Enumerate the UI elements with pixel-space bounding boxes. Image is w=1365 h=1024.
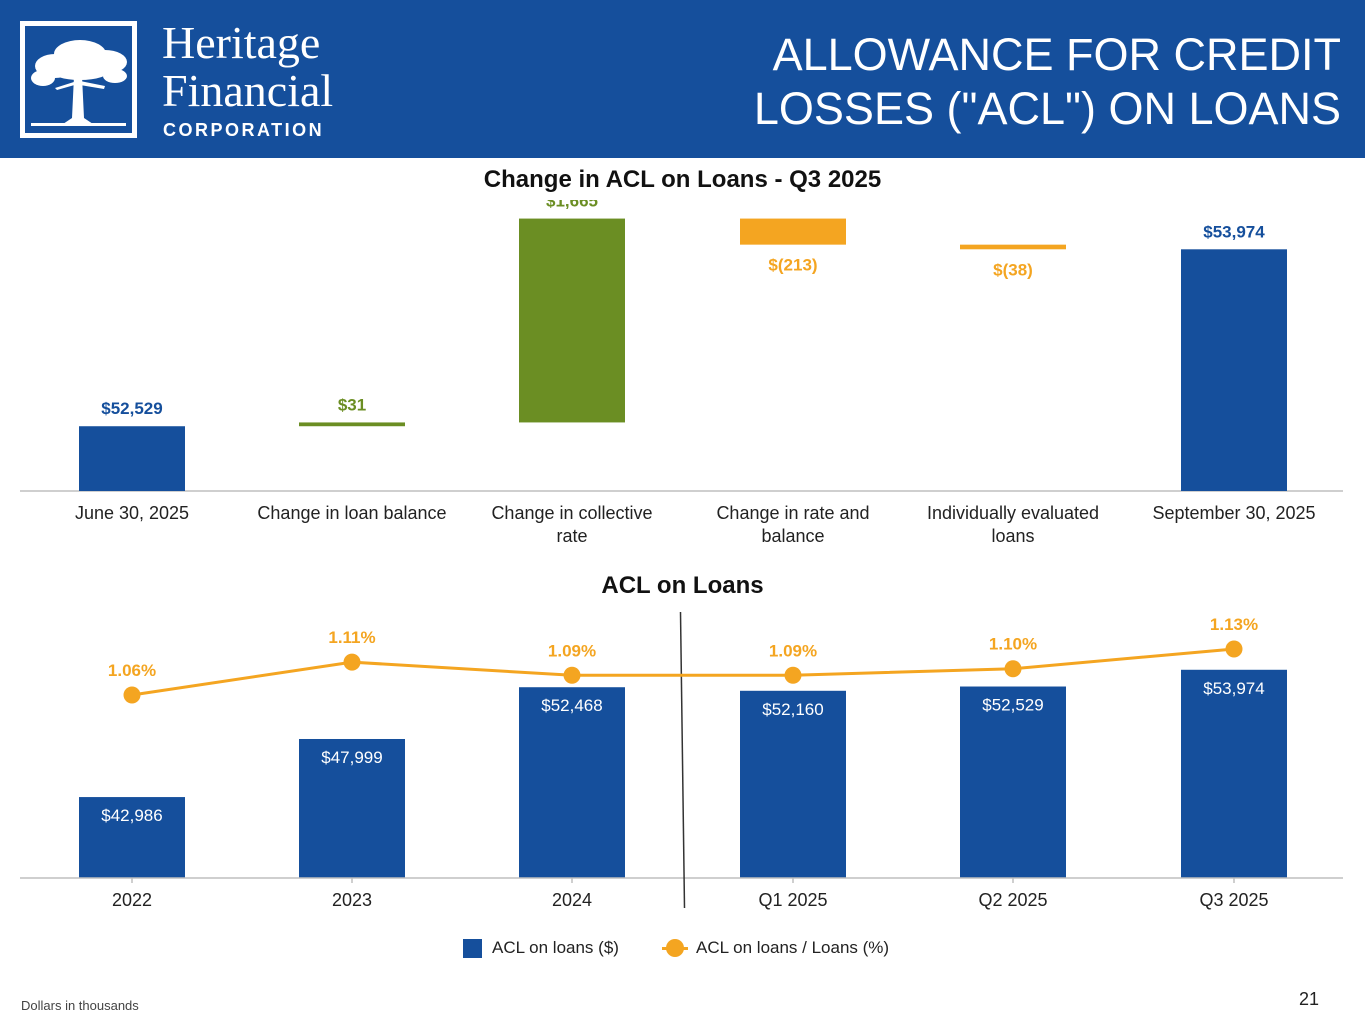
footnote: Dollars in thousands xyxy=(21,998,139,1013)
period-divider xyxy=(679,611,686,909)
acl-bar xyxy=(519,687,625,878)
logo-text-corporation: CORPORATION xyxy=(163,120,325,140)
acl-bar-label: $53,974 xyxy=(1203,679,1264,698)
acl-category-label: 2022 xyxy=(112,890,152,910)
acl-ratio-label: 1.11% xyxy=(328,628,375,647)
acl-category-label: 2024 xyxy=(552,890,592,910)
acl-ratio-label: 1.09% xyxy=(769,641,817,660)
waterfall-category-label: loans xyxy=(991,526,1034,546)
waterfall-bar xyxy=(79,426,185,491)
acl-chart-title: ACL on Loans xyxy=(601,572,764,599)
acl-ratio-label: 1.09% xyxy=(548,641,596,660)
acl-ratio-point xyxy=(1004,660,1022,678)
acl-ratio-point xyxy=(1225,640,1243,658)
waterfall-value-label: $(38) xyxy=(993,260,1033,279)
waterfall-value-label: $31 xyxy=(338,395,366,414)
legend-label-acl-percent: ACL on loans / Loans (%) xyxy=(696,938,890,957)
waterfall-bar xyxy=(960,244,1066,250)
acl-bar xyxy=(1181,669,1287,878)
acl-bar-label: $52,160 xyxy=(762,700,823,719)
waterfall-bar xyxy=(740,218,846,245)
acl-ratio-point xyxy=(343,653,361,671)
waterfall-bar xyxy=(299,422,405,427)
acl-ratio-label: 1.10% xyxy=(989,635,1037,654)
waterfall-bar xyxy=(1181,249,1287,491)
legend-dot-acl-percent xyxy=(666,939,684,957)
waterfall-category-label: September 30, 2025 xyxy=(1152,503,1315,523)
acl-bar xyxy=(79,797,185,878)
acl-ratio-point xyxy=(563,666,581,684)
acl-bar xyxy=(960,686,1066,878)
legend-swatch-acl-dollars xyxy=(463,939,482,958)
page-title-line-2: LOSSES ("ACL") ON LOANS xyxy=(753,83,1341,134)
acl-ratio-line xyxy=(131,647,1235,697)
waterfall-chart-title: Change in ACL on Loans - Q3 2025 xyxy=(483,166,882,193)
legend-label-acl-dollars: ACL on loans ($) xyxy=(492,938,619,957)
logo-text-financial: Financial xyxy=(162,65,334,116)
acl-category-label: Q1 2025 xyxy=(758,890,827,910)
waterfall-category-label: Change in loan balance xyxy=(257,503,446,523)
waterfall-category-label: Individually evaluated xyxy=(927,503,1099,523)
page-title-line-1: ALLOWANCE FOR CREDIT xyxy=(772,29,1341,80)
acl-bar xyxy=(740,690,846,878)
tree-logo-icon xyxy=(20,21,137,138)
waterfall-value-label: $(213) xyxy=(768,256,817,275)
waterfall-category-label: June 30, 2025 xyxy=(75,503,189,523)
waterfall-category-label: rate xyxy=(556,526,587,546)
acl-bar xyxy=(299,738,405,878)
acl-bar-label: $52,468 xyxy=(541,696,602,715)
acl-bar-label: $42,986 xyxy=(101,806,162,825)
waterfall-category-label: Change in rate and xyxy=(716,503,869,523)
waterfall-value-label: $52,529 xyxy=(101,399,162,418)
page-number: 21 xyxy=(1298,989,1319,1009)
acl-ratio-label: 1.13% xyxy=(1210,615,1258,634)
waterfall-value-label: $1,665 xyxy=(546,200,598,211)
waterfall-value-label: $53,974 xyxy=(1203,222,1265,241)
acl-bar-label: $52,529 xyxy=(982,696,1043,715)
acl-ratio-point xyxy=(784,666,802,684)
acl-category-label: Q2 2025 xyxy=(978,890,1047,910)
header-banner: Heritage Financial CORPORATION ALLOWANCE… xyxy=(0,0,1365,158)
waterfall-chart: $52,529 June 30, 2025 $31 Change in loan ba… xyxy=(20,200,1343,546)
acl-ratio-label: 1.06% xyxy=(108,661,156,680)
acl-ratio-point xyxy=(123,686,141,704)
acl-combo-chart: $42,986 $47,999 $52,468 $52,160 $52,529 $53,9… xyxy=(20,611,1343,910)
acl-category-label: Q3 2025 xyxy=(1199,890,1268,910)
waterfall-category-label: Change in collective xyxy=(491,503,652,523)
logo-text-heritage: Heritage xyxy=(162,17,321,68)
waterfall-category-label: balance xyxy=(761,526,824,546)
acl-category-label: 2023 xyxy=(332,890,372,910)
acl-bar-label: $47,999 xyxy=(321,748,382,767)
waterfall-bar xyxy=(519,218,625,423)
